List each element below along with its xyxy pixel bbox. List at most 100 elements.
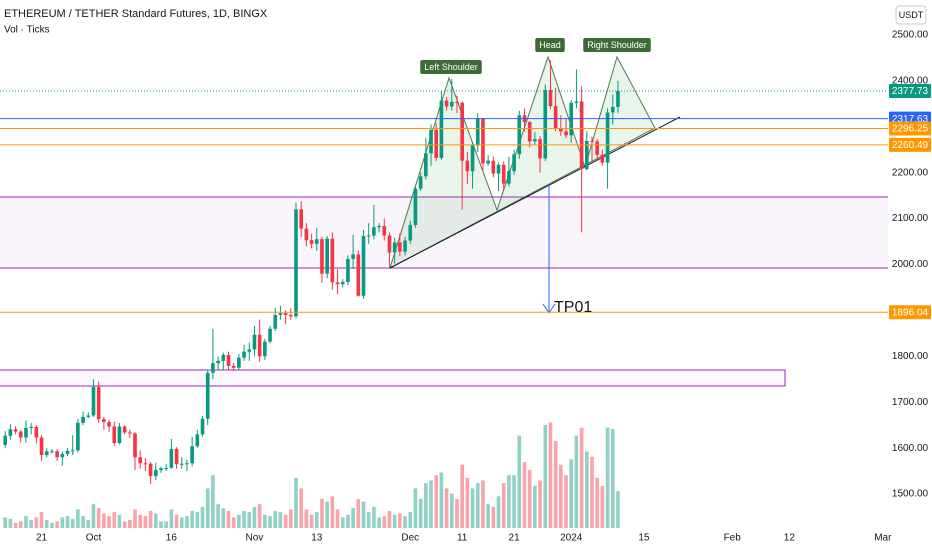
y-tick-label: 1600.00 xyxy=(892,443,929,454)
candle-body xyxy=(543,89,548,159)
y-tick-label: 2200.00 xyxy=(892,167,929,178)
volume-bar xyxy=(81,516,85,528)
candle-body xyxy=(491,160,496,174)
volume-bar xyxy=(366,512,371,528)
candle-body xyxy=(117,426,122,444)
volume-bar xyxy=(496,496,501,528)
candle-body xyxy=(8,429,13,436)
candle-body xyxy=(18,431,23,438)
candle-body xyxy=(304,228,309,241)
unit-box[interactable] xyxy=(895,5,927,25)
volume-bar xyxy=(543,425,548,528)
volume-bar xyxy=(356,498,361,528)
volume-bar xyxy=(398,513,402,528)
candle-body xyxy=(455,101,459,103)
volume-bar xyxy=(153,513,158,528)
x-tick-label: 21 xyxy=(509,533,521,544)
volume-bar xyxy=(429,480,433,528)
candle-body xyxy=(548,89,553,107)
price-label: 2296.25 xyxy=(892,124,929,135)
candle-body xyxy=(527,122,532,142)
candle-body xyxy=(496,164,501,174)
candle-body xyxy=(283,313,288,315)
candle-body xyxy=(257,334,262,357)
zone-fill xyxy=(0,197,888,268)
candle-body xyxy=(179,463,184,465)
candle-body xyxy=(559,128,563,132)
candle-body xyxy=(553,106,558,129)
volume-bar xyxy=(242,510,246,528)
candle-body xyxy=(408,224,413,241)
candle-body xyxy=(600,154,605,163)
candle-body xyxy=(44,451,49,455)
candle-body xyxy=(164,467,168,469)
candle-body xyxy=(216,360,220,364)
volume-bar xyxy=(470,488,475,528)
annotation-label: Left Shoulder xyxy=(424,62,478,72)
volume-bar xyxy=(13,522,18,528)
annotation-box xyxy=(535,38,565,52)
volume-bar xyxy=(107,516,111,528)
volume-bar xyxy=(179,517,184,528)
candle-body xyxy=(252,334,257,350)
candle-body xyxy=(579,101,584,169)
candle-body xyxy=(102,419,106,422)
candle-body xyxy=(372,227,376,236)
volume-bar xyxy=(377,517,381,528)
annotation-label: Right Shoulder xyxy=(587,40,647,50)
x-tick-label: Nov xyxy=(246,533,264,544)
candle-body xyxy=(501,164,506,184)
volume-bar xyxy=(507,475,511,528)
unit-label: USDT xyxy=(899,10,924,20)
volume-bar xyxy=(122,521,127,528)
volume-bar xyxy=(226,510,231,528)
volume-bar xyxy=(294,477,298,528)
y-tick-label: 2000.00 xyxy=(892,259,929,270)
candle-body xyxy=(299,209,304,229)
volume-bar xyxy=(304,509,309,528)
candle-body xyxy=(486,160,490,164)
candle-body xyxy=(128,432,132,434)
y-tick-label: 1800.00 xyxy=(892,351,929,362)
x-tick-label: 11 xyxy=(457,533,468,544)
x-tick-label: Feb xyxy=(724,533,742,544)
volume-bar xyxy=(501,483,506,528)
y-tick-label: 1700.00 xyxy=(892,397,929,408)
candle-body xyxy=(314,239,319,244)
volume-bar xyxy=(408,512,413,528)
volume-bar xyxy=(351,508,355,528)
candle-body xyxy=(507,171,511,184)
volume-bar xyxy=(34,517,39,528)
volume-bar xyxy=(491,506,496,528)
volume-bar xyxy=(288,509,293,528)
y-tick-label: 2100.00 xyxy=(892,213,929,224)
chart-title: ETHEREUM / TETHER Standard Futures, 1D, … xyxy=(4,8,268,20)
volume-bar xyxy=(65,516,70,528)
candle-body xyxy=(574,101,579,103)
volume-bar xyxy=(112,512,117,528)
price-label: 1896.04 xyxy=(892,307,929,318)
candle-body xyxy=(366,235,371,237)
candle-body xyxy=(263,341,267,357)
volume-bar xyxy=(460,464,464,528)
candle-body xyxy=(133,433,137,458)
volume-bar xyxy=(195,512,200,528)
volume-bar xyxy=(382,516,387,528)
candle-body xyxy=(122,426,127,433)
volume-bar xyxy=(211,475,215,528)
volume-bar xyxy=(8,518,13,528)
x-tick-label: Mar xyxy=(874,533,892,544)
volume-bar xyxy=(39,512,44,528)
candle-body xyxy=(174,449,179,465)
volume-bar xyxy=(340,517,345,528)
volume-bar xyxy=(392,514,397,528)
volume-bar xyxy=(55,521,59,528)
candle-body xyxy=(465,160,470,172)
volume-bar xyxy=(361,501,366,528)
candle-body xyxy=(107,421,111,427)
volume-bar xyxy=(216,504,220,528)
volume-bar xyxy=(299,488,304,528)
volume-bar xyxy=(605,427,610,528)
candle-body xyxy=(434,129,439,158)
